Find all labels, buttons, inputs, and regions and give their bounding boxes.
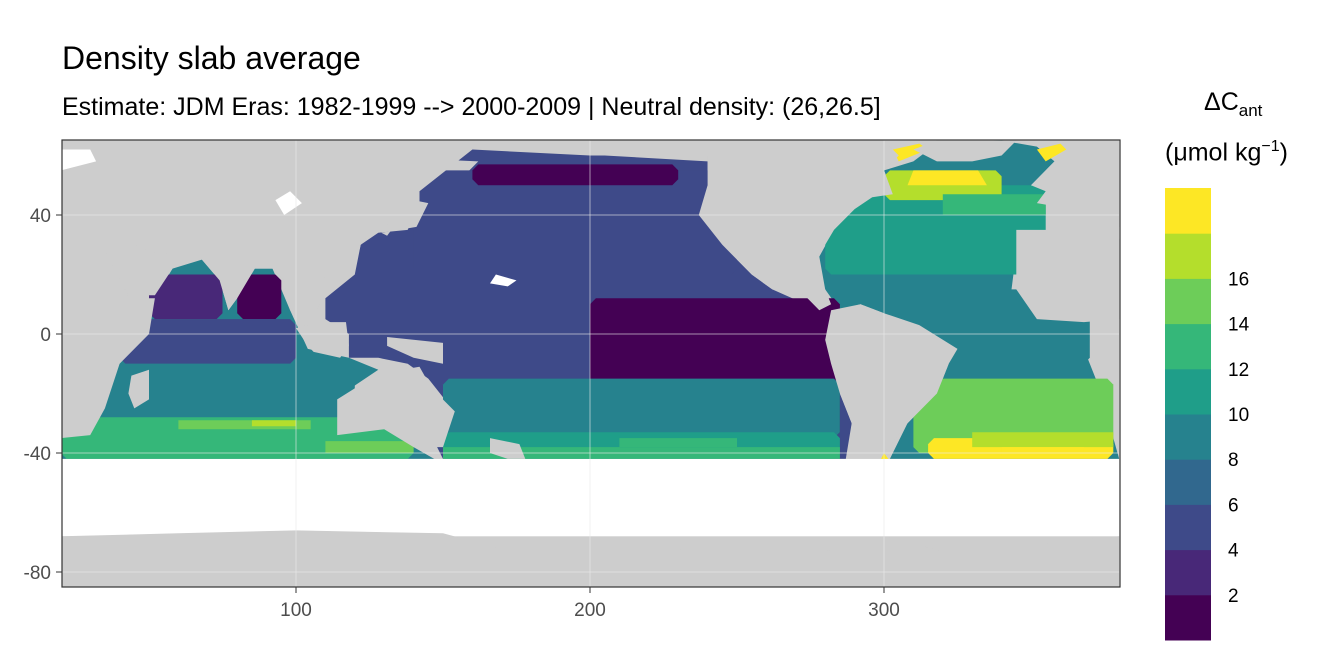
legend-swatch bbox=[1165, 549, 1211, 596]
ocean-region-south-pacific-mid bbox=[443, 378, 840, 439]
legend-tick-label: 8 bbox=[1228, 450, 1239, 471]
land-new-guinea bbox=[387, 337, 443, 364]
nodata-patch bbox=[490, 274, 517, 287]
y-axis: 40 0 -40 -80 bbox=[24, 206, 62, 584]
legend-swatch bbox=[1165, 188, 1211, 234]
legend-title-main: ΔC bbox=[1204, 88, 1239, 116]
legend-swatch bbox=[1165, 594, 1211, 641]
legend-swatch bbox=[1165, 233, 1211, 279]
ocean-region-north-pacific-gyre bbox=[413, 170, 737, 275]
nodata-band-southern bbox=[62, 458, 1120, 537]
panel-border bbox=[61, 139, 1121, 588]
y-tick-label: 40 bbox=[30, 206, 51, 227]
x-tick-label: 300 bbox=[868, 600, 900, 621]
chart-title: Density slab average bbox=[62, 40, 361, 76]
x-tick-label: 100 bbox=[280, 600, 312, 621]
color-legend: 2 4 6 8 10 12 14 16 bbox=[1165, 188, 1250, 641]
land-europe bbox=[1031, 149, 1120, 227]
land-australia bbox=[337, 366, 455, 448]
legend-swatch bbox=[1165, 278, 1211, 325]
legend-tick-label: 16 bbox=[1228, 269, 1249, 290]
legend-swatch bbox=[1165, 504, 1211, 551]
labrador-sea bbox=[907, 170, 987, 186]
north-atlantic-drift bbox=[942, 194, 1046, 215]
land-antarctica bbox=[62, 530, 1120, 587]
legend-tick-label: 2 bbox=[1228, 586, 1239, 607]
land-indonesia bbox=[296, 322, 349, 358]
legend-tick-label: 12 bbox=[1228, 360, 1249, 381]
south-atlantic-tongue bbox=[972, 432, 1114, 448]
ocean-region-north-pacific-subpolar bbox=[472, 164, 679, 186]
legend-swatch bbox=[1165, 459, 1211, 505]
legend-tick-label: 4 bbox=[1228, 541, 1239, 562]
legend-units-main: (μmol kg bbox=[1165, 138, 1262, 167]
ocean-region-arabian-sea bbox=[149, 274, 223, 320]
legend-units-close: ) bbox=[1279, 138, 1288, 167]
legend-tick-label: 6 bbox=[1228, 495, 1239, 516]
nordic-seas bbox=[1036, 143, 1067, 162]
nodata-patch bbox=[275, 191, 302, 215]
nodata-patch bbox=[62, 149, 97, 171]
south-atlantic-core bbox=[1001, 447, 1084, 456]
legend-units-sup: −1 bbox=[1261, 138, 1280, 155]
land-madagascar bbox=[128, 369, 149, 409]
y-tick-label: -40 bbox=[24, 444, 51, 465]
plot-panel bbox=[61, 139, 1121, 588]
legend-swatch bbox=[1165, 368, 1211, 415]
land-new-zealand bbox=[490, 438, 526, 459]
ocean-region-south-indian-mid bbox=[90, 363, 355, 424]
land-africa-west bbox=[1016, 229, 1120, 323]
land-asia bbox=[62, 140, 473, 329]
grid-lines bbox=[62, 140, 1120, 587]
legend-swatch bbox=[1165, 414, 1211, 460]
legend-title: ΔCant bbox=[1204, 88, 1262, 121]
land-japan bbox=[381, 200, 429, 236]
legend-units: (μmol kg−1) bbox=[1165, 138, 1288, 167]
ocean-region-bay-of-bengal bbox=[237, 274, 282, 320]
x-axis: 100 200 300 bbox=[280, 587, 900, 621]
south-indian-east-band bbox=[325, 441, 414, 453]
south-pacific-tongue bbox=[619, 438, 737, 448]
ocean-map bbox=[62, 140, 1120, 587]
south-indian-core bbox=[251, 420, 296, 427]
legend-tick-label: 10 bbox=[1228, 405, 1249, 426]
legend-title-sub: ant bbox=[1238, 101, 1263, 120]
x-tick-label: 200 bbox=[574, 600, 606, 621]
y-tick-label: -80 bbox=[24, 563, 51, 584]
chart-subtitle: Estimate: JDM Eras: 1982-1999 --> 2000-2… bbox=[62, 93, 881, 121]
legend-tick-label: 14 bbox=[1228, 315, 1250, 336]
legend-swatch bbox=[1165, 323, 1211, 370]
land-north-america bbox=[590, 140, 899, 311]
land-africa-east bbox=[62, 238, 155, 438]
land-greenland bbox=[913, 140, 1017, 162]
y-tick-label: 0 bbox=[40, 325, 51, 346]
land-arabia bbox=[104, 244, 173, 296]
land-south-america bbox=[825, 304, 958, 498]
ocean-region-north-indian bbox=[119, 319, 296, 364]
